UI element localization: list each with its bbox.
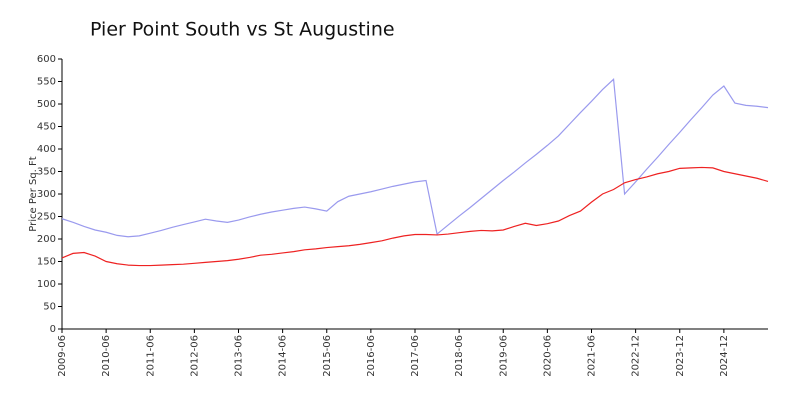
x-tick-label: 2015-06: [322, 335, 333, 377]
x-tick-label: 2014-06: [278, 335, 289, 377]
series-line: [61, 166, 769, 267]
y-tick-label: 100: [37, 279, 56, 290]
x-tick-label: 2013-06: [234, 335, 245, 377]
y-tick-label: 550: [37, 77, 56, 88]
y-tick-label: 50: [43, 302, 56, 313]
x-tick-label: 2021-06: [587, 335, 598, 377]
x-tick-label: 2023-12: [675, 335, 686, 377]
y-tick-label: 500: [37, 99, 56, 110]
x-tick-label: 2017-06: [410, 335, 421, 377]
y-tick-label: 450: [37, 122, 56, 133]
series-line: [61, 77, 769, 238]
y-tick-label: 250: [37, 212, 56, 223]
x-tick-label: 2024-12: [719, 335, 730, 377]
x-tick-label: 2020-06: [542, 335, 553, 377]
x-tick-label: 2022-12: [631, 335, 642, 377]
x-tick-label: 2009-06: [57, 335, 68, 377]
x-tick-label: 2010-06: [101, 335, 112, 377]
chart-title: Pier Point South vs St Augustine: [90, 19, 395, 41]
y-tick-label: 0: [50, 324, 56, 335]
x-tick-label: 2019-06: [498, 335, 509, 377]
y-tick-label: 150: [37, 257, 56, 268]
y-axis-label: Price Per Sq. Ft: [28, 156, 39, 231]
y-tick-label: 400: [37, 144, 56, 155]
x-tick-label: 2018-06: [454, 335, 465, 377]
x-tick-label: 2016-06: [366, 335, 377, 377]
y-tick-label: 300: [37, 189, 56, 200]
y-tick-label: 200: [37, 234, 56, 245]
y-tick-label: 350: [37, 167, 56, 178]
x-tick-label: 2012-06: [189, 335, 200, 377]
x-tick-label: 2011-06: [145, 335, 156, 377]
y-tick-label: 600: [37, 54, 56, 65]
